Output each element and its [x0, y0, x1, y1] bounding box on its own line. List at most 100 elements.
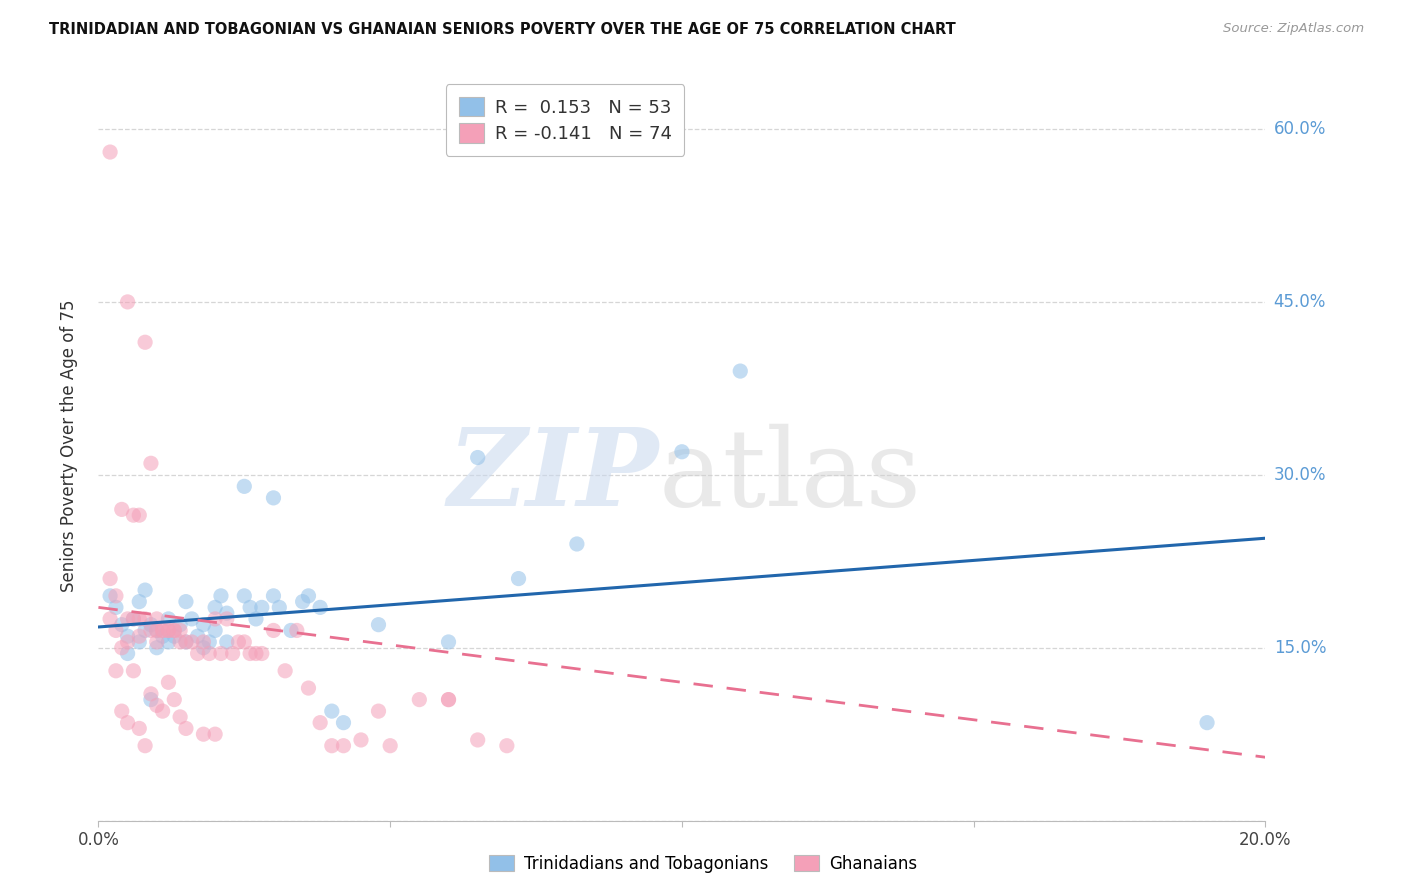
Text: ZIP: ZIP	[447, 423, 658, 529]
Point	[163, 692, 186, 706]
Point	[408, 692, 430, 706]
Point	[117, 612, 139, 626]
Point	[193, 727, 215, 741]
Point	[321, 739, 343, 753]
Point	[332, 739, 354, 753]
Point	[204, 624, 226, 638]
Point	[134, 624, 156, 638]
Point	[128, 629, 150, 643]
Point	[437, 635, 460, 649]
Point	[285, 624, 308, 638]
Point	[209, 647, 232, 661]
Point	[128, 722, 150, 736]
Point	[117, 647, 139, 661]
Point	[104, 600, 127, 615]
Point	[262, 624, 284, 638]
Point	[146, 624, 169, 638]
Point	[128, 612, 150, 626]
Point	[437, 692, 460, 706]
Point	[367, 704, 389, 718]
Point	[174, 635, 197, 649]
Point	[111, 502, 134, 516]
Point	[204, 727, 226, 741]
Point	[280, 624, 302, 638]
Point	[233, 479, 256, 493]
Text: 45.0%: 45.0%	[1274, 293, 1326, 311]
Point	[565, 537, 588, 551]
Point	[245, 647, 267, 661]
Point	[157, 635, 180, 649]
Point	[174, 635, 197, 649]
Point	[146, 612, 169, 626]
Point	[204, 612, 226, 626]
Point	[169, 624, 191, 638]
Point	[204, 600, 226, 615]
Point	[152, 624, 174, 638]
Point	[180, 612, 202, 626]
Point	[169, 635, 191, 649]
Point	[122, 664, 145, 678]
Point	[198, 635, 221, 649]
Point	[239, 600, 262, 615]
Point	[98, 572, 121, 586]
Point	[117, 294, 139, 309]
Point	[309, 715, 332, 730]
Point	[104, 624, 127, 638]
Point	[104, 664, 127, 678]
Point	[152, 624, 174, 638]
Point	[297, 589, 319, 603]
Text: 15.0%: 15.0%	[1274, 639, 1326, 657]
Point	[111, 617, 134, 632]
Point	[262, 491, 284, 505]
Point	[146, 698, 169, 713]
Point	[215, 612, 238, 626]
Text: 30.0%: 30.0%	[1274, 466, 1326, 483]
Point	[104, 589, 127, 603]
Point	[180, 635, 202, 649]
Point	[134, 739, 156, 753]
Point	[367, 617, 389, 632]
Point	[139, 617, 162, 632]
Point	[274, 664, 297, 678]
Point	[437, 692, 460, 706]
Y-axis label: Seniors Poverty Over the Age of 75: Seniors Poverty Over the Age of 75	[59, 300, 77, 592]
Point	[128, 635, 150, 649]
Point	[157, 612, 180, 626]
Point	[146, 640, 169, 655]
Point	[262, 589, 284, 603]
Point	[98, 612, 121, 626]
Point	[157, 624, 180, 638]
Legend: R =  0.153   N = 53, R = -0.141   N = 74: R = 0.153 N = 53, R = -0.141 N = 74	[446, 84, 685, 155]
Point	[187, 629, 209, 643]
Point	[321, 704, 343, 718]
Point	[193, 640, 215, 655]
Point	[169, 710, 191, 724]
Point	[152, 704, 174, 718]
Point	[163, 624, 186, 638]
Point	[128, 508, 150, 523]
Point	[215, 606, 238, 620]
Point	[350, 733, 373, 747]
Point	[250, 647, 273, 661]
Point	[250, 600, 273, 615]
Point	[152, 629, 174, 643]
Text: Source: ZipAtlas.com: Source: ZipAtlas.com	[1223, 22, 1364, 36]
Point	[198, 647, 221, 661]
Point	[157, 624, 180, 638]
Point	[139, 687, 162, 701]
Point	[163, 624, 186, 638]
Point	[187, 647, 209, 661]
Point	[380, 739, 402, 753]
Point	[122, 612, 145, 626]
Point	[98, 145, 121, 159]
Point	[157, 675, 180, 690]
Point	[111, 640, 134, 655]
Point	[671, 444, 693, 458]
Text: 60.0%: 60.0%	[1274, 120, 1326, 138]
Point	[730, 364, 752, 378]
Point	[233, 589, 256, 603]
Point	[122, 612, 145, 626]
Point	[193, 617, 215, 632]
Point	[134, 612, 156, 626]
Point	[139, 456, 162, 470]
